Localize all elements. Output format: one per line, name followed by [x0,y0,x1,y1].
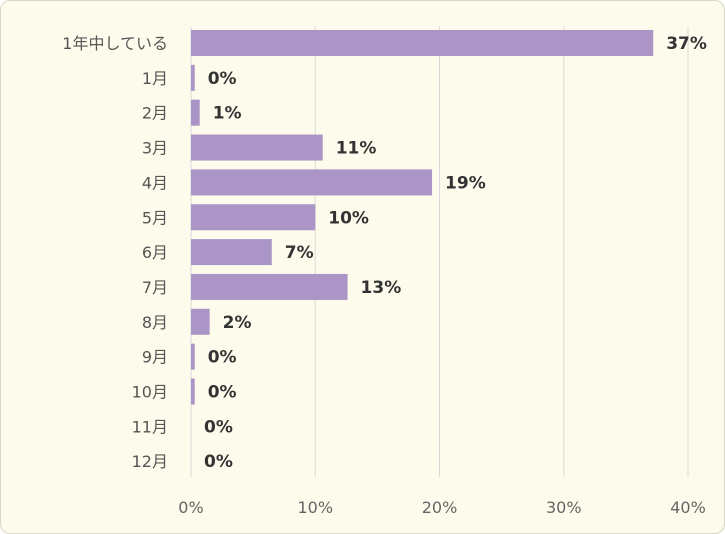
bar [191,343,195,370]
data-label: 19% [445,173,486,193]
data-label: 11% [336,139,377,159]
data-label: 0% [204,417,233,437]
x-tick-label: 0% [178,498,203,517]
category-label: 8月 [142,313,168,332]
category-label: 6月 [142,243,168,262]
bar [191,169,433,196]
bars [191,30,654,405]
data-label: 13% [361,278,402,298]
category-labels: 1年中している 1月 2月 3月 4月 5月 6月 7月 8月 9月 10月 11月 12月 [62,34,168,471]
category-label: 5月 [142,208,168,227]
bar [191,99,200,126]
bar [191,378,195,405]
data-label: 0% [208,383,237,403]
category-label: 1月 [142,69,168,88]
bar [191,308,210,335]
data-label: 2% [223,313,252,333]
x-tick-label: 40% [670,498,706,517]
category-label: 9月 [142,348,168,367]
category-label: 4月 [142,173,168,192]
data-label: 0% [208,348,237,368]
category-label: 7月 [142,278,168,297]
bar [191,239,272,266]
x-tick-label: 20% [422,498,458,517]
data-label: 1% [213,104,242,124]
data-label: 0% [204,452,233,472]
category-label: 2月 [142,104,168,123]
bar [191,30,654,56]
bar [191,273,348,300]
x-tick-label: 30% [546,498,582,517]
category-label: 12月 [132,452,168,471]
bar [191,134,323,161]
data-label: 10% [328,208,369,228]
bar [191,64,195,91]
category-label: 3月 [142,139,168,158]
x-axis-tick-labels: 0% 10% 20% 30% 40% [178,498,705,517]
data-label: 0% [208,69,237,89]
category-label: 1年中している [62,34,168,53]
category-label: 11月 [132,417,168,436]
bar [191,204,316,231]
category-label: 10月 [132,383,168,402]
value-labels: 37% 0% 1% 11% 19% 10% 7% 13% 2% 0% 0% 0% 0% [204,34,707,472]
x-tick-label: 10% [297,498,333,517]
data-label: 7% [285,243,314,263]
data-label: 37% [666,34,707,54]
